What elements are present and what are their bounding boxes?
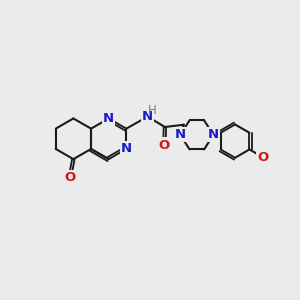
Text: N: N: [208, 128, 219, 141]
Text: N: N: [121, 142, 132, 155]
Text: N: N: [142, 110, 153, 123]
Text: H: H: [148, 104, 157, 117]
Text: O: O: [64, 171, 76, 184]
Text: N: N: [175, 128, 186, 141]
Text: O: O: [257, 151, 269, 164]
Text: N: N: [103, 112, 114, 125]
Text: O: O: [159, 139, 170, 152]
